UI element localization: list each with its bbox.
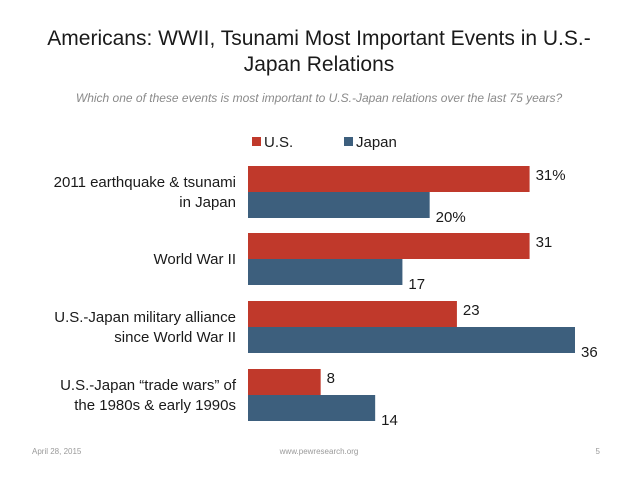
- category-label-3-1: the 1980s & early 1990s: [74, 397, 236, 414]
- bar-1-0: [248, 192, 430, 218]
- category-label-0-0: 2011 earthquake & tsunami: [54, 174, 236, 191]
- bar-1-1: [248, 259, 403, 285]
- category-label-2-1: since World War II: [114, 329, 236, 346]
- bar-1-3: [248, 395, 376, 421]
- value-label-0-0: 31%: [536, 167, 566, 184]
- value-label-1-2: 36: [581, 344, 598, 361]
- page-title: Americans: WWII, Tsunami Most Important …: [20, 26, 618, 78]
- bar-0-1: [248, 233, 530, 259]
- legend-swatch-1: [344, 137, 353, 146]
- footer-url[interactable]: www.pewresearch.org: [279, 447, 359, 456]
- value-label-1-1: 17: [408, 276, 425, 293]
- legend-label-0: U.S.: [264, 134, 293, 151]
- footer-page-number: 5: [595, 447, 600, 456]
- category-label-2-0: U.S.-Japan military alliance: [54, 309, 236, 326]
- category-label-0-1: in Japan: [179, 194, 236, 211]
- category-label-1-0: World War II: [153, 251, 236, 268]
- bar-0-0: [248, 166, 530, 192]
- title-line-2: Japan Relations: [243, 53, 395, 76]
- value-label-0-2: 23: [463, 302, 480, 319]
- legend-swatch-0: [252, 137, 261, 146]
- category-label-3-0: U.S.-Japan “trade wars” of: [60, 377, 237, 394]
- value-label-0-1: 31: [536, 234, 553, 251]
- chart-subtitle: Which one of these events is most import…: [75, 91, 563, 105]
- value-label-0-3: 8: [327, 370, 335, 387]
- legend-label-1: Japan: [356, 134, 397, 151]
- bar-1-2: [248, 327, 575, 353]
- value-label-1-3: 14: [381, 412, 398, 429]
- footer-date: April 28, 2015: [32, 447, 82, 456]
- value-label-1-0: 20%: [436, 209, 466, 226]
- title-line-1: Americans: WWII, Tsunami Most Important …: [47, 27, 591, 50]
- bar-0-3: [248, 369, 321, 395]
- bar-0-2: [248, 301, 457, 327]
